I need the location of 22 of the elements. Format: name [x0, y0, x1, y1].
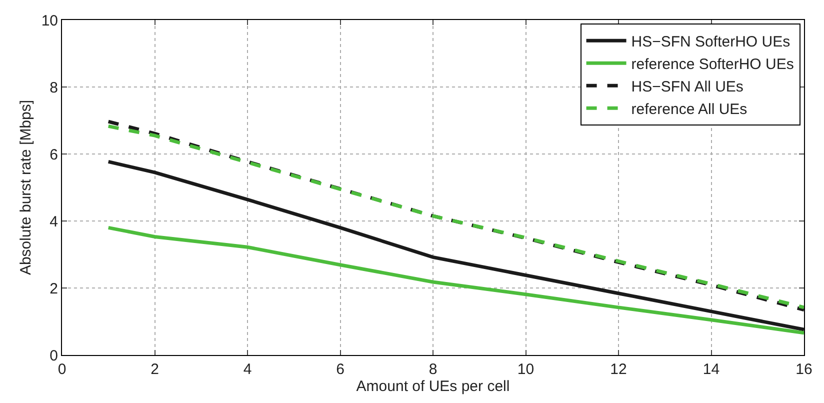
x-tick-label: 14 — [702, 361, 720, 378]
y-axis-title: Absolute burst rate [Mbps] — [18, 100, 35, 276]
legend-label: HS−SFN All UEs — [631, 78, 744, 96]
x-tick-label: 6 — [336, 361, 344, 378]
x-tick-label: 2 — [150, 361, 159, 378]
y-tick-label: 0 — [50, 347, 58, 364]
x-tick-label: 4 — [243, 361, 252, 378]
y-tick-label: 4 — [50, 213, 58, 230]
legend-label: reference All UEs — [631, 100, 748, 118]
x-axis-title: Amount of UEs per cell — [356, 378, 510, 395]
y-tick-label: 2 — [50, 280, 58, 298]
x-tick-label: 16 — [796, 361, 812, 378]
y-tick-label: 10 — [41, 12, 58, 30]
line-series — [106, 226, 804, 335]
x-tick-label: 12 — [610, 361, 627, 378]
x-tick-label: 10 — [517, 361, 534, 378]
legend-label: HS−SFN SofterHO UEs — [631, 33, 790, 50]
line-series — [106, 160, 804, 332]
x-tick-label: 8 — [428, 361, 438, 378]
y-tick-label: 8 — [50, 79, 58, 96]
y-tick-label: 6 — [50, 146, 58, 164]
legend-label: reference SofterHO UEs — [631, 56, 794, 73]
